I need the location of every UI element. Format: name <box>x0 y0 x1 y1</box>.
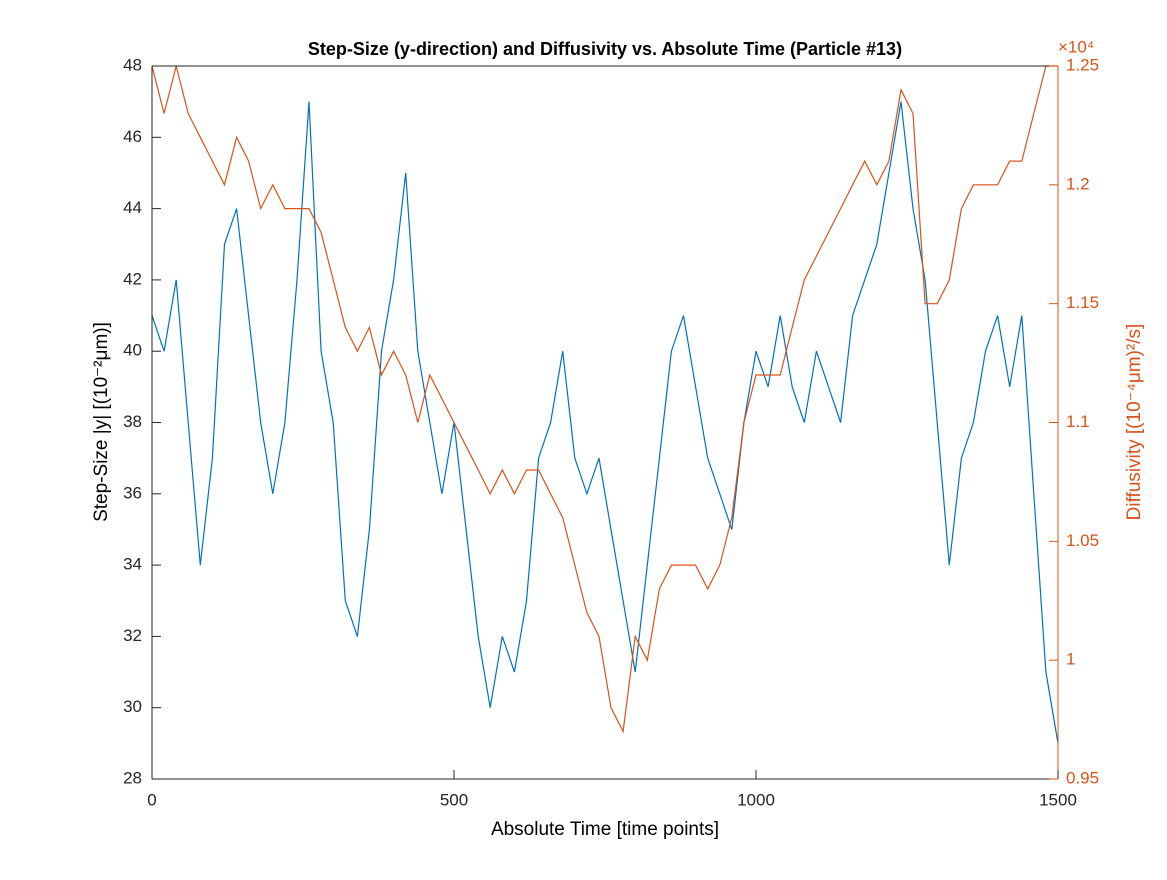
y-tick-label: 38 <box>123 412 142 431</box>
y-tick-label: 36 <box>123 483 142 502</box>
y2-multiplier: ×10⁴ <box>1058 37 1094 56</box>
y2-tick-label: 1.05 <box>1066 531 1099 550</box>
y-tick-label: 40 <box>123 341 142 360</box>
y-tick-label: 32 <box>123 626 142 645</box>
y2-tick-label: 1.25 <box>1066 55 1099 74</box>
y2-tick-label: 1.2 <box>1066 174 1090 193</box>
data-line <box>151 65 1058 734</box>
y-tick-label: 44 <box>123 198 142 217</box>
y2-tick-label: 1.1 <box>1066 412 1090 431</box>
y-tick-label: 42 <box>123 269 142 288</box>
chart-title: Step-Size (y-direction) and Diffusivity … <box>308 39 902 59</box>
y-tick-label: 48 <box>123 55 142 74</box>
x-tick-label: 1000 <box>737 790 775 809</box>
y-tick-label: 28 <box>123 768 142 787</box>
data-line <box>151 101 1059 744</box>
y-tick-label: 34 <box>123 555 142 574</box>
y2-tick-label: 1.15 <box>1066 293 1099 312</box>
y-tick-label: 30 <box>123 697 142 716</box>
y2-axis-label: Diffusivity [(10⁻⁴μm)²/s] <box>1124 324 1145 521</box>
y-tick-label: 46 <box>123 127 142 146</box>
x-tick-label: 500 <box>440 790 468 809</box>
x-axis-label: Absolute Time [time points] <box>491 819 719 840</box>
y2-tick-label: 0.95 <box>1066 768 1099 787</box>
x-tick-label: 0 <box>147 790 156 809</box>
y-axis-label: Step-Size |y| [(10⁻²μm)] <box>91 322 112 522</box>
y2-tick-label: 1 <box>1066 650 1075 669</box>
x-tick-label: 1500 <box>1039 790 1077 809</box>
